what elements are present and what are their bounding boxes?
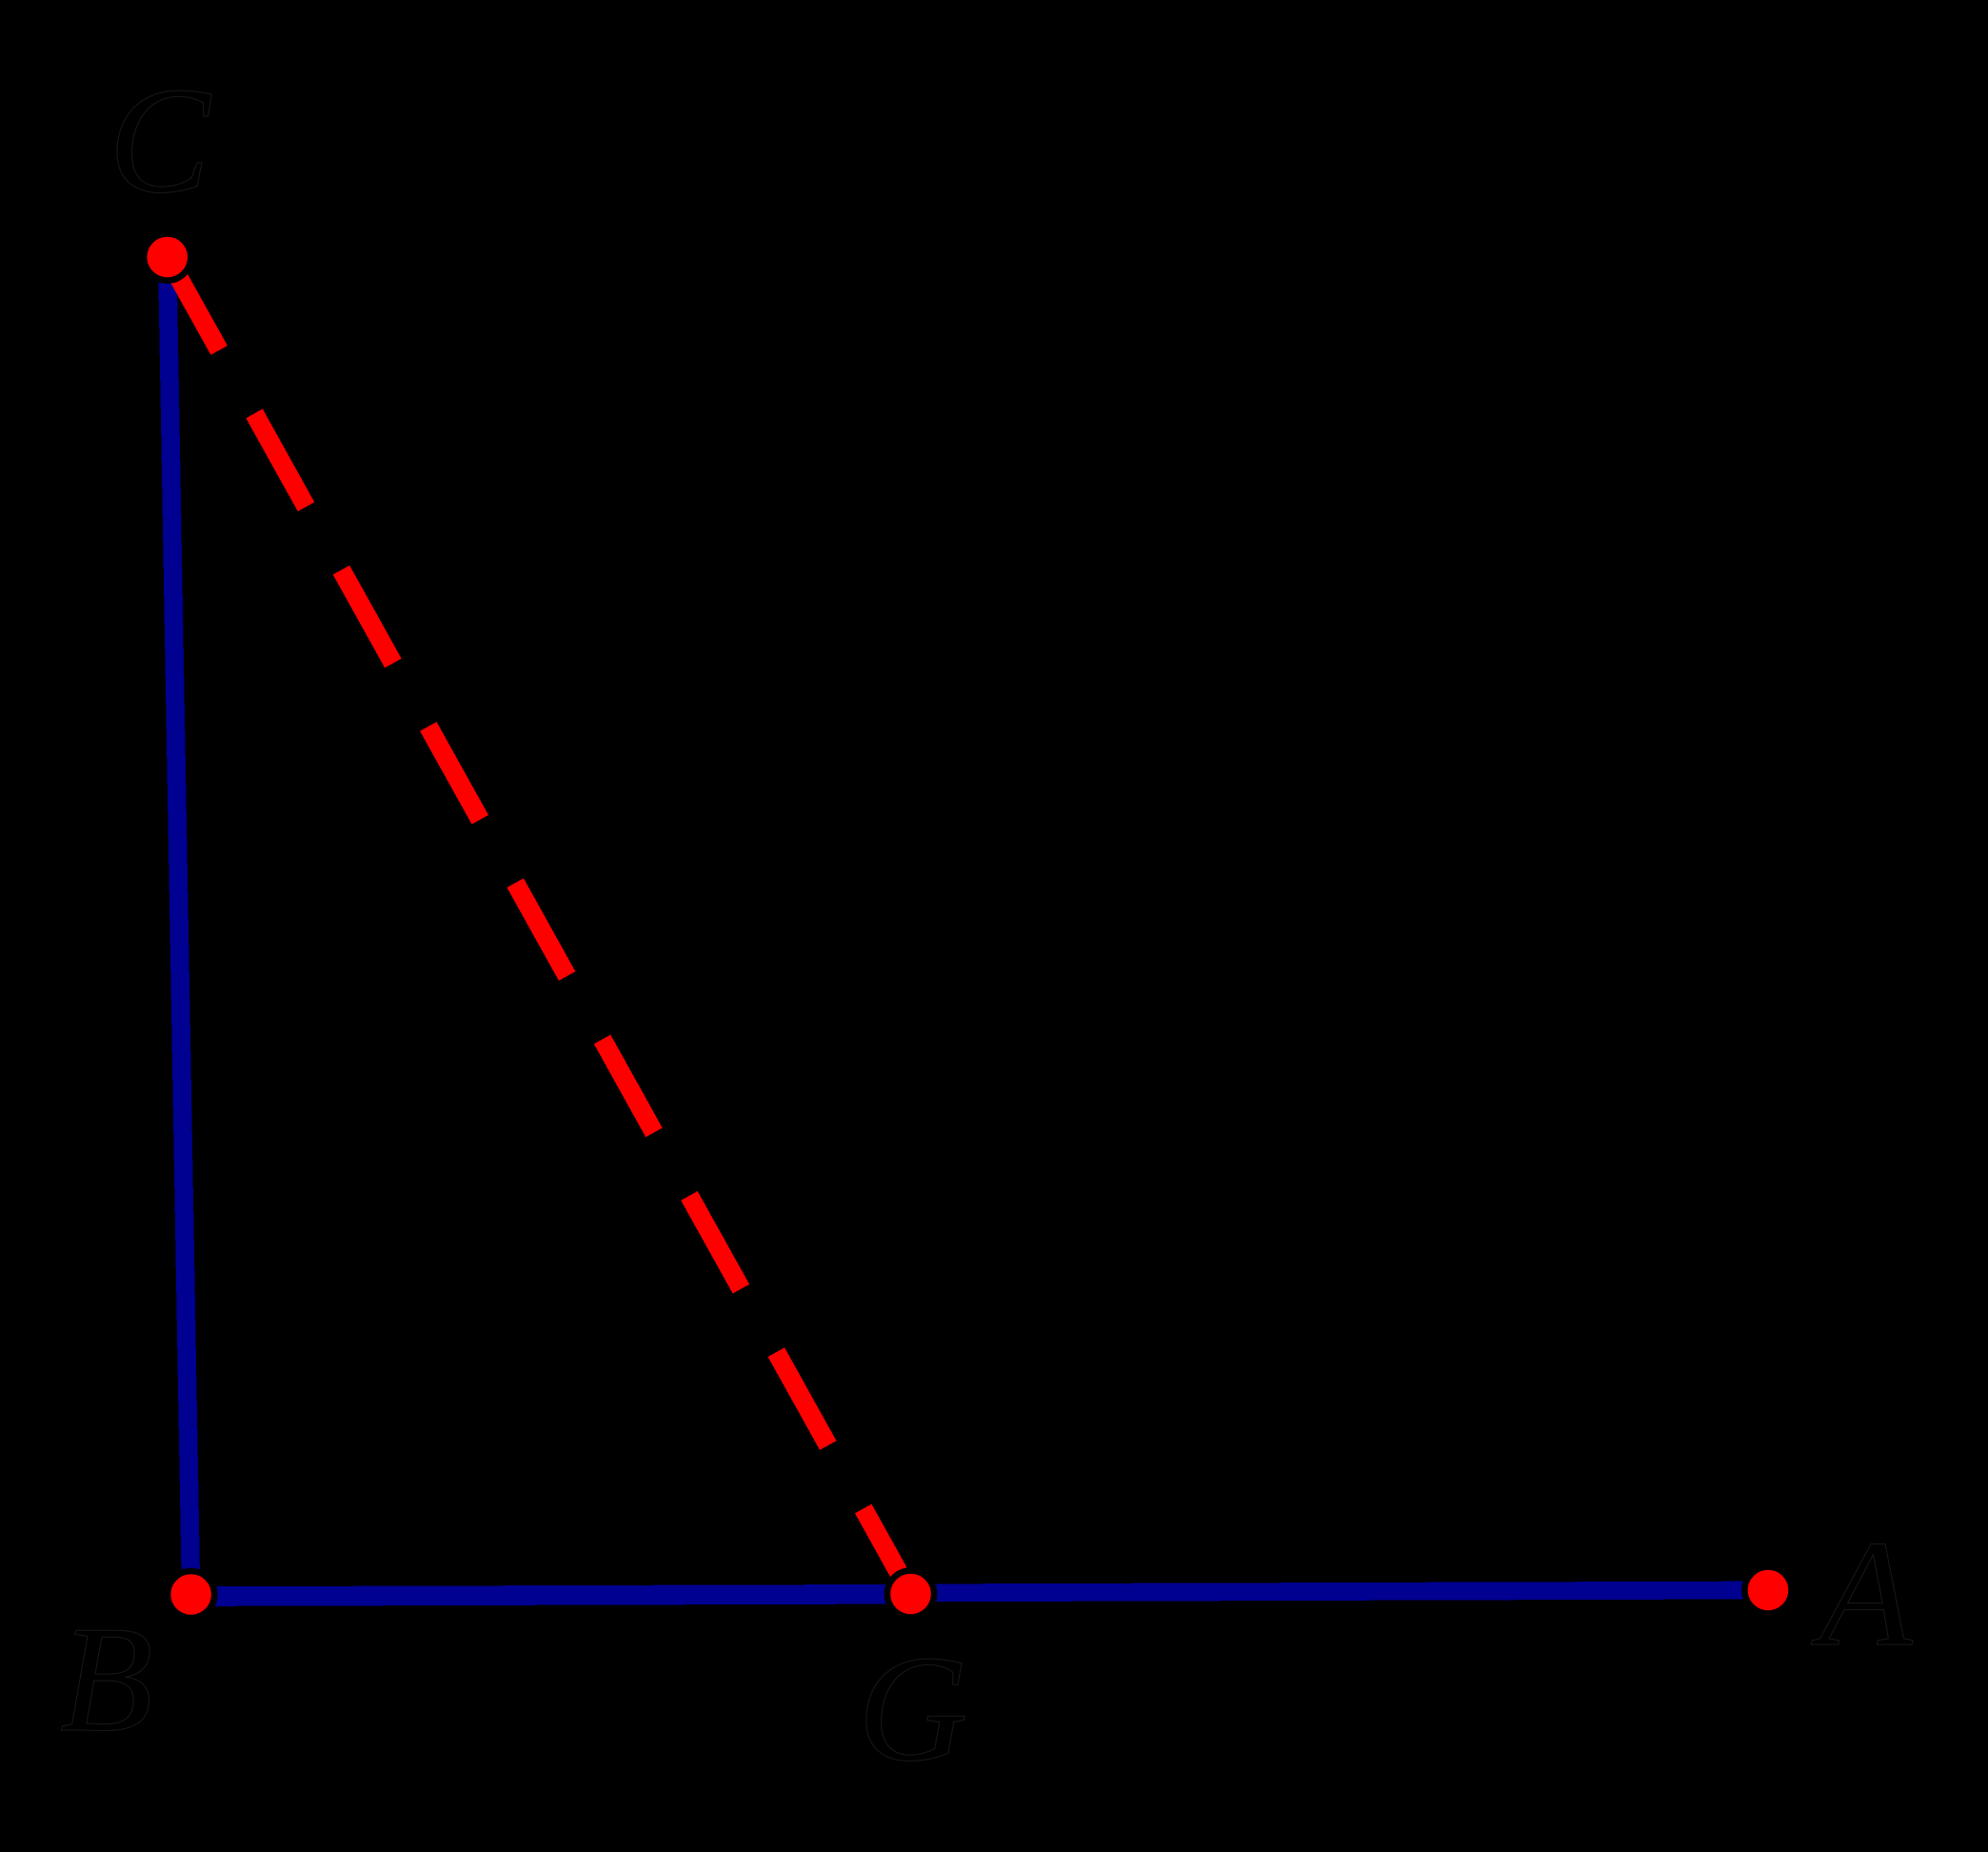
svg-text:C: C — [109, 55, 212, 225]
svg-text:A: A — [1811, 1508, 1914, 1678]
svg-text:G: G — [858, 1623, 968, 1793]
svg-text:B: B — [60, 1594, 153, 1763]
